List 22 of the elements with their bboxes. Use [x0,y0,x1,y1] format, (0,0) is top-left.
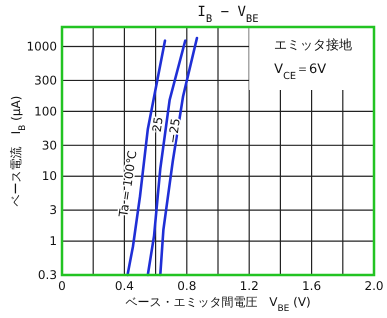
x-tick-label: 1.2 [240,279,259,293]
line-series [146,39,187,276]
y-tick-label: 30 [42,138,57,152]
x-tick-label: 0.8 [177,279,196,293]
x-tick-label: 0 [58,279,66,293]
y-tick-label: 1 [49,234,57,248]
x-tick-label: 1.6 [302,279,322,293]
x-tick-label: 0.4 [114,279,134,293]
text: Ta = 100℃ [116,150,140,219]
x-axis-title: ベース・エミッタ間電圧 V$_{BE}$ (V) [125,295,311,314]
y-tick-label: 10 [42,169,57,184]
text: 25 [150,116,166,133]
annotation: V$_{CE}$＝6V [274,62,326,82]
y-tick-label: 1000 [26,40,57,54]
x-tick-label: 2.0 [364,279,384,293]
annotation: エミッタ接地 [274,38,352,53]
y-tick-label: 3 [49,203,57,218]
y-tick-label: 0.3 [38,268,57,282]
y-tick-label: 100 [34,104,57,118]
y-tick-label: 300 [34,73,57,88]
chart-title: I$_{B}$ − V$_{BE}$ [197,4,259,25]
text: −25 [165,117,183,144]
